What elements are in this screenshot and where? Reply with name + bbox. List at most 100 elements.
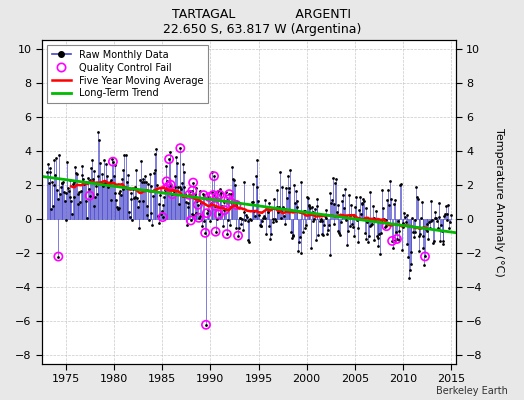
Point [193,198,201,204]
Point [421,253,429,260]
Text: TARTAGAL               ARGENTI
22.650 S, 63.817 W (Argentina): TARTAGAL ARGENTI 22.650 S, 63.817 W (Arg… [163,8,361,36]
Point [220,207,228,213]
Point [90,203,98,209]
Point [201,230,210,236]
Point [57,184,65,190]
Point [418,233,427,239]
Point [56,190,64,197]
Point [281,206,290,212]
Point [419,244,428,251]
Point [88,157,96,163]
Point [85,192,94,199]
Point [252,172,260,179]
Point [324,227,332,233]
Point [263,205,271,212]
Point [362,205,370,212]
Point [343,242,352,248]
Point [93,173,102,180]
Point [274,209,282,215]
Point [191,185,200,191]
Point [401,219,410,225]
Point [375,231,384,237]
Point [329,175,337,182]
Point [255,212,263,218]
Point [428,217,436,224]
Point [309,218,317,224]
Point [271,216,279,223]
Point [253,156,261,163]
Point [370,237,379,244]
Point [400,210,408,216]
Point [440,213,449,220]
Point [232,202,241,208]
Point [113,204,121,210]
Point [134,204,142,210]
Point [227,200,236,206]
Point [377,229,385,236]
Point [116,188,124,194]
Point [386,220,394,227]
Point [216,185,225,192]
Point [148,222,157,228]
Point [245,239,254,245]
Point [425,219,433,225]
Point [302,222,310,228]
Point [170,188,178,194]
Point [391,237,399,244]
Point [283,195,291,201]
Point [235,224,243,231]
Point [70,194,79,200]
Point [226,221,234,228]
Point [78,172,86,178]
Point [385,202,393,208]
Point [61,190,70,196]
Point [383,197,391,204]
Point [86,176,95,183]
Point [336,232,344,238]
Point [194,202,202,208]
Point [261,214,269,221]
Point [366,223,375,229]
Point [48,179,56,186]
Point [211,203,219,209]
Point [346,212,355,218]
Point [241,208,249,215]
Point [217,190,225,196]
Point [297,178,305,185]
Point [265,200,273,206]
Point [294,248,302,254]
Point [202,322,210,328]
Point [74,201,83,207]
Point [425,225,434,231]
Point [434,214,443,220]
Point [95,137,103,143]
Point [443,217,452,224]
Point [195,213,204,219]
Point [377,219,386,226]
Point [320,222,328,228]
Point [76,199,84,206]
Point [231,182,239,188]
Point [156,192,165,198]
Point [235,215,244,222]
Point [313,196,322,202]
Point [303,194,311,201]
Point [170,173,179,179]
Point [404,254,412,261]
Point [185,192,193,198]
Point [333,209,341,215]
Point [259,215,267,222]
Point [191,191,199,198]
Point [357,200,366,206]
Point [365,189,374,195]
Point [285,185,293,191]
Point [399,220,408,226]
Point [97,170,106,177]
Point [345,192,353,198]
Point [168,191,177,197]
Point [196,188,204,194]
Point [248,198,257,205]
Point [282,184,290,191]
Point [81,179,90,185]
Point [105,180,113,186]
